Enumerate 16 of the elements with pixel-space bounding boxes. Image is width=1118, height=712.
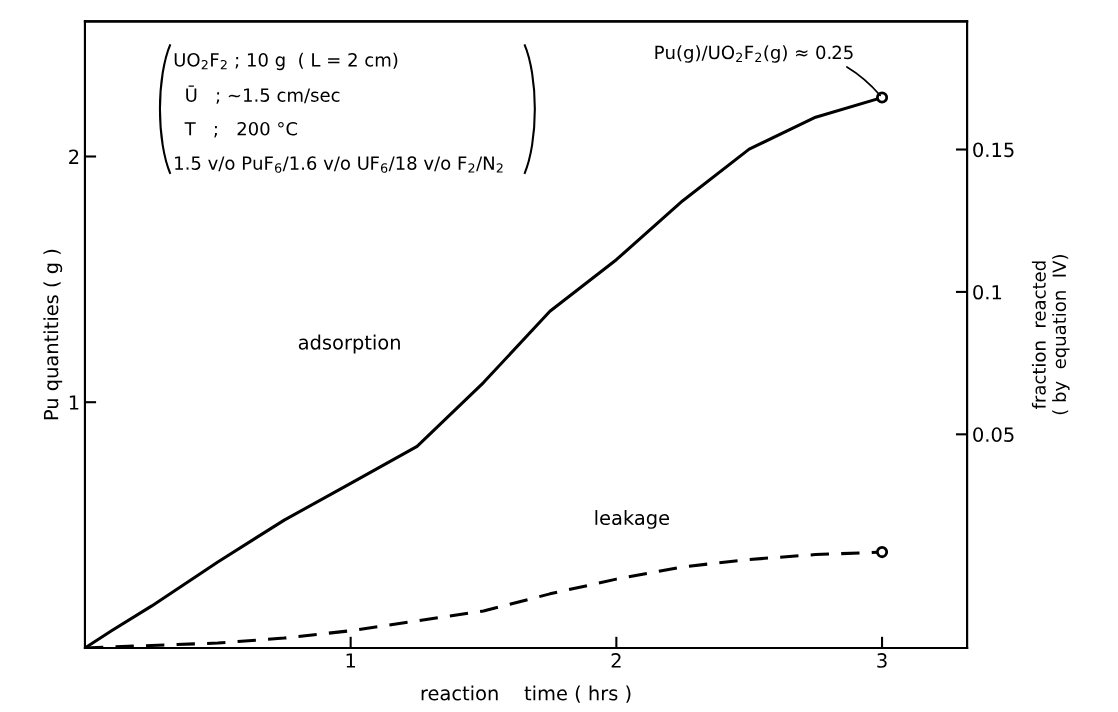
annotation: adsorption [298, 334, 400, 354]
annotation: Pu(g)/UO$_{2}$F$_{2}$(g) ≈ 0.25 [655, 45, 853, 63]
y2-tick-label: 0.15 [973, 142, 1014, 158]
y-axis-title: Pu quantities ( g ) [43, 249, 63, 420]
y2-tick-label: 0.05 [973, 427, 1014, 442]
x-tick-label: 1 [346, 653, 356, 668]
x-axis-title: reaction time ( hrs ) [421, 685, 631, 703]
annotation: UO$_{2}$F$_{2}$ ; 10 g ( L = 2 cm) [174, 52, 398, 71]
x-tick-label: 2 [611, 653, 621, 668]
annotation: Ū ; ~1.5 cm/sec [186, 85, 340, 104]
annotation: leakage [595, 510, 670, 529]
x-tick-label: 3 [877, 653, 887, 668]
y2-tick-label: 0.1 [973, 284, 1002, 300]
annotation: 1.5 v/o PuF$_{6}$/1.6 v/o UF$_{6}$/18 v/o F$_{2}$/N$_{2}$ [175, 156, 503, 173]
annotation: T ; 200 °C [184, 121, 298, 138]
y2-axis-title: fraction reacted ( by equation IV) [1031, 255, 1070, 415]
